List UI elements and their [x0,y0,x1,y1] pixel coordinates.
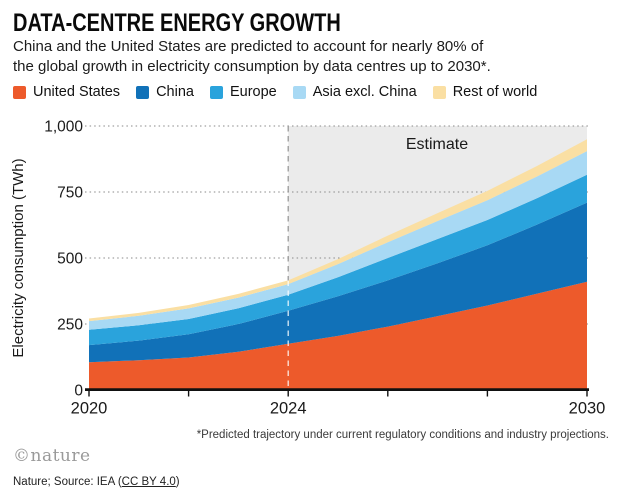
y-tick-label: 1,000 [44,119,83,136]
legend-label: Europe [229,84,277,100]
x-tick-label: 2020 [71,400,108,418]
legend-item-china: China [136,84,194,100]
legend-swatch-europe [209,85,223,99]
y-tick-label: 750 [57,185,83,202]
legend-swatch-united-states [13,85,26,99]
legend-item-asia-excl-china: Asia excl. China [292,84,417,100]
nature-logo: ©nature [13,446,91,466]
y-tick-label: 250 [57,317,83,334]
legend-label: Asia excl. China [312,84,417,100]
chart-footnote: *Predicted trajectory under current regu… [196,429,609,441]
subtitle-line-1: China and the United States are predicte… [13,38,484,55]
legend-label: United States [33,84,121,100]
y-tick-label: 0 [74,383,83,400]
x-tick-label: 2024 [270,400,307,418]
legend-swatch-rest-of-world [432,85,446,99]
page-title: DATA-CENTRE ENERGY GROWTH [13,9,341,37]
y-axis-title: Electricity consumption (TWh) [10,158,27,357]
chart-legend: United States China Europe Asia excl. Ch… [13,84,537,100]
cc-by-license-link[interactable]: CC BY 4.0 [121,476,176,488]
legend-label: China [156,84,194,100]
legend-item-europe: Europe [209,84,277,100]
area-china [89,202,587,363]
source-text: Nature; Source: IEA ( [13,476,122,488]
legend-swatch-asia-excl-china [292,85,306,99]
subtitle-line-2: the global growth in electricity consump… [13,58,491,75]
x-tick-label: 2030 [569,400,606,418]
estimate-label: Estimate [406,136,468,153]
source-text-suffix: ) [175,476,180,488]
chart-subtitle: China and the United States are predicte… [13,37,491,77]
legend-swatch-china [136,85,150,99]
legend-item-united-states: United States [13,84,120,100]
y-tick-label: 500 [57,251,83,268]
source-credit: Nature; Source: IEA (CC BY 4.0) [13,476,180,488]
area-europe [89,174,587,346]
legend-label: Rest of world [452,84,538,100]
legend-item-rest-of-world: Rest of world [432,84,538,100]
